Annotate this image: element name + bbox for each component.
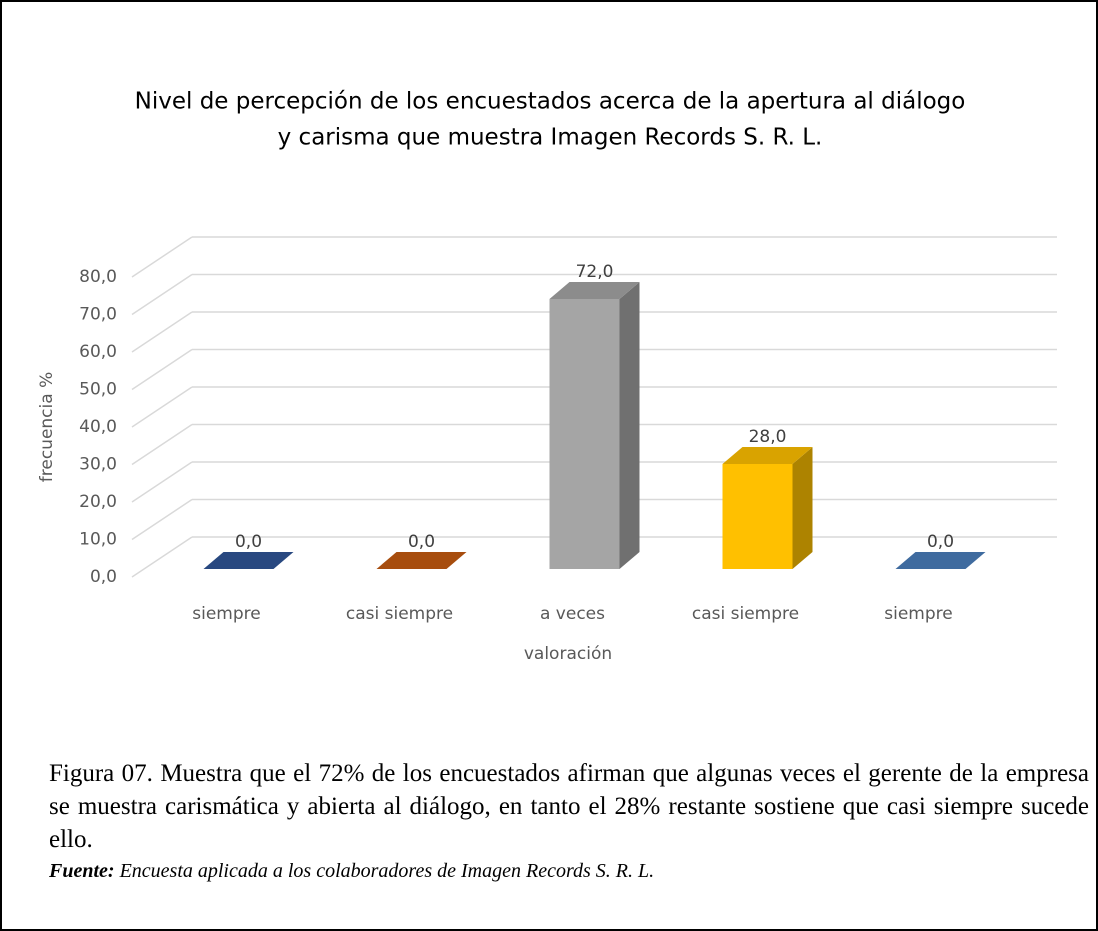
grid-line-side bbox=[131, 273, 193, 316]
bar bbox=[722, 464, 793, 569]
bar bbox=[549, 299, 620, 569]
y-tick-label: 40,0 bbox=[79, 417, 117, 437]
bar-top bbox=[549, 282, 640, 299]
value-label: 0,0 bbox=[235, 532, 262, 552]
caption: Figura 07. Muestra que el 72% de los enc… bbox=[49, 760, 1089, 853]
chart: Nivel de percepción de los encuestados a… bbox=[37, 89, 1057, 664]
grid-line-side bbox=[131, 311, 193, 353]
bar-top bbox=[722, 447, 813, 464]
grid-line-side bbox=[131, 423, 193, 466]
grid-line-side bbox=[131, 386, 193, 428]
x-tick-label: casi siempre bbox=[692, 604, 799, 624]
grid-line-side bbox=[131, 536, 193, 578]
y-axis-label: frecuencia % bbox=[37, 372, 57, 482]
y-tick-label: 10,0 bbox=[79, 530, 117, 550]
y-tick-label: 50,0 bbox=[79, 380, 117, 400]
bar-top bbox=[376, 552, 467, 569]
y-tick-label: 30,0 bbox=[79, 455, 117, 475]
x-tick-label: siempre bbox=[192, 604, 260, 624]
y-tick-label: 70,0 bbox=[79, 305, 117, 325]
bar-top bbox=[203, 552, 294, 569]
value-label: 0,0 bbox=[408, 532, 435, 552]
y-tick-label: 60,0 bbox=[79, 342, 117, 362]
x-axis-label: valoración bbox=[524, 644, 612, 664]
bar-side bbox=[619, 282, 640, 569]
grid-line-side bbox=[131, 498, 193, 541]
grid-line-side bbox=[131, 461, 193, 503]
grid-line-side bbox=[131, 348, 193, 391]
chart-title: y carisma que muestra Imagen Records S. … bbox=[278, 125, 823, 151]
x-tick-label: a veces bbox=[540, 604, 605, 624]
value-label: 0,0 bbox=[927, 532, 954, 552]
bar-side bbox=[792, 447, 813, 569]
y-tick-label: 80,0 bbox=[79, 267, 117, 287]
value-label: 28,0 bbox=[749, 427, 787, 447]
source-text: Encuesta aplicada a los colaboradores de… bbox=[119, 860, 655, 882]
bar-top bbox=[895, 552, 986, 569]
grid-line-side bbox=[131, 236, 193, 278]
source-label: Fuente: bbox=[49, 860, 115, 882]
chart-title: Nivel de percepción de los encuestados a… bbox=[135, 89, 966, 115]
x-tick-label: casi siempre bbox=[346, 604, 453, 624]
source: Fuente: Encuesta aplicada a los colabora… bbox=[49, 860, 654, 883]
y-tick-label: 20,0 bbox=[79, 492, 117, 512]
y-tick-label: 0,0 bbox=[90, 567, 117, 587]
x-tick-label: siempre bbox=[884, 604, 952, 624]
value-label: 72,0 bbox=[576, 262, 614, 282]
